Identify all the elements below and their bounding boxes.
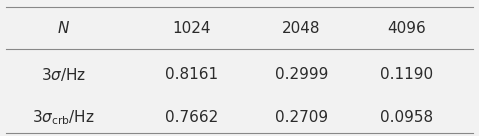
Text: 0.1190: 0.1190 [380,67,433,82]
Text: 3$\sigma$/Hz: 3$\sigma$/Hz [41,66,86,83]
Text: 0.8161: 0.8161 [165,67,218,82]
Text: 4096: 4096 [387,21,425,35]
Text: 2048: 2048 [282,21,320,35]
Text: 0.7662: 0.7662 [165,110,218,125]
Text: 0.2709: 0.2709 [275,110,328,125]
Text: 3$\sigma_{\mathrm{crb}}$/Hz: 3$\sigma_{\mathrm{crb}}$/Hz [32,108,94,127]
Text: 0.0958: 0.0958 [380,110,433,125]
Text: N: N [57,21,69,35]
Text: 0.2999: 0.2999 [275,67,328,82]
Text: 1024: 1024 [172,21,211,35]
